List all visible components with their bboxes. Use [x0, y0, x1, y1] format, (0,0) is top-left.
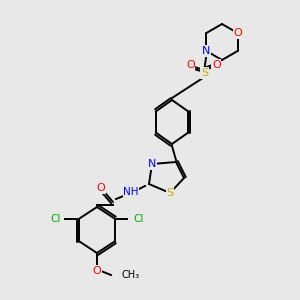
- Text: O: O: [186, 60, 195, 70]
- Text: S: S: [167, 188, 174, 198]
- Text: O: O: [212, 60, 221, 70]
- Text: O: O: [97, 183, 105, 193]
- Text: Cl: Cl: [50, 214, 61, 224]
- Text: N: N: [202, 46, 211, 56]
- Text: O: O: [233, 28, 242, 38]
- Text: S: S: [201, 68, 208, 78]
- Text: O: O: [93, 266, 101, 276]
- Text: CH₃: CH₃: [121, 270, 139, 280]
- Text: N: N: [148, 159, 156, 169]
- Text: Cl: Cl: [133, 214, 144, 224]
- Text: NH: NH: [123, 187, 139, 197]
